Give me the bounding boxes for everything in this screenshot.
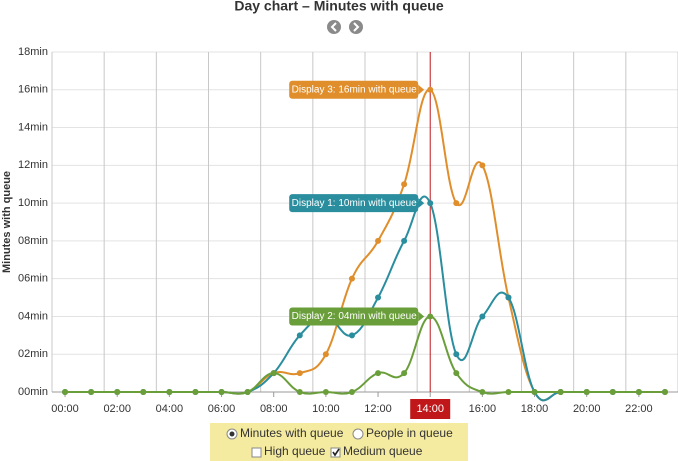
point[interactable] xyxy=(401,237,408,244)
tooltip-box xyxy=(289,194,419,213)
chart-title: Day chart – Minutes with queue xyxy=(234,0,443,14)
y-tick-label: 14min xyxy=(18,121,48,133)
point[interactable] xyxy=(505,389,512,395)
y-tick-label: 10min xyxy=(18,197,48,209)
x-tick-label: 10:00 xyxy=(312,403,340,415)
radio-label[interactable]: People in queue xyxy=(366,426,453,440)
prev-button[interactable] xyxy=(327,20,341,34)
y-tick-label: 02min xyxy=(18,348,48,360)
y-axis-title: Minutes with queue xyxy=(1,171,13,273)
point[interactable] xyxy=(375,294,382,301)
tooltip-pointer xyxy=(418,198,425,209)
x-tick-label: 00:00 xyxy=(51,403,79,415)
tooltip-pointer xyxy=(418,84,425,95)
crosshair-label: 14:00 xyxy=(416,403,444,415)
point[interactable] xyxy=(244,389,251,395)
point[interactable] xyxy=(296,389,303,395)
check-mark xyxy=(332,448,340,457)
x-tick-label: 18:00 xyxy=(521,403,549,415)
point[interactable] xyxy=(348,332,355,339)
point[interactable] xyxy=(322,351,329,358)
point[interactable] xyxy=(322,389,329,395)
point[interactable] xyxy=(635,389,642,395)
point[interactable] xyxy=(479,313,486,320)
radio-label[interactable]: Minutes with queue xyxy=(240,426,344,440)
checkbox-label[interactable]: Medium queue xyxy=(343,444,423,458)
point[interactable] xyxy=(453,200,460,207)
point[interactable] xyxy=(218,389,225,395)
y-tick-label: 12min xyxy=(18,159,48,171)
radio[interactable] xyxy=(352,428,364,440)
point[interactable] xyxy=(401,181,408,188)
point[interactable] xyxy=(348,275,355,282)
point[interactable] xyxy=(427,86,434,93)
point[interactable] xyxy=(296,332,303,339)
point[interactable] xyxy=(557,389,564,395)
y-tick-label: 00min xyxy=(18,386,48,398)
point[interactable] xyxy=(609,389,616,395)
point[interactable] xyxy=(453,370,460,377)
y-tick-label: 08min xyxy=(18,235,48,247)
point[interactable] xyxy=(479,162,486,169)
y-tick-label: 06min xyxy=(18,273,48,285)
x-tick-label: 04:00 xyxy=(156,403,184,415)
point[interactable] xyxy=(453,351,460,358)
checkbox[interactable] xyxy=(251,447,262,458)
x-tick-label: 12:00 xyxy=(364,403,392,415)
point[interactable] xyxy=(427,200,434,207)
point[interactable] xyxy=(479,389,486,395)
tooltip-pointer xyxy=(418,311,425,322)
point[interactable] xyxy=(348,389,355,395)
point[interactable] xyxy=(88,389,95,395)
tooltip-text: Display 1: 10min with queue xyxy=(292,198,418,209)
point[interactable] xyxy=(661,389,668,395)
point[interactable] xyxy=(375,237,382,244)
point[interactable] xyxy=(140,389,147,395)
tooltip-text: Display 2: 04min with queue xyxy=(292,311,418,322)
point[interactable] xyxy=(192,389,199,395)
point[interactable] xyxy=(270,370,277,377)
point[interactable] xyxy=(531,389,538,395)
point[interactable] xyxy=(375,370,382,377)
y-tick-label: 18min xyxy=(18,46,48,58)
x-tick-label: 02:00 xyxy=(103,403,131,415)
tooltip-text: Display 3: 16min with queue xyxy=(292,84,418,95)
tooltip-box xyxy=(289,307,419,326)
point[interactable] xyxy=(401,370,408,377)
point[interactable] xyxy=(166,389,173,395)
x-tick-label: 08:00 xyxy=(260,403,288,415)
checkbox-label[interactable]: High queue xyxy=(264,444,326,458)
point[interactable] xyxy=(583,389,590,395)
x-tick-label: 20:00 xyxy=(573,403,601,415)
x-tick-label: 06:00 xyxy=(208,403,236,415)
point[interactable] xyxy=(62,389,69,395)
point[interactable] xyxy=(427,313,434,320)
point[interactable] xyxy=(114,389,121,395)
tooltip-box xyxy=(289,80,419,99)
y-tick-label: 04min xyxy=(18,310,48,322)
next-button[interactable] xyxy=(349,20,363,34)
radio-dot xyxy=(229,431,235,437)
point[interactable] xyxy=(505,294,512,301)
checkbox[interactable] xyxy=(330,447,341,458)
crosshair-label-box xyxy=(410,399,451,419)
point[interactable] xyxy=(296,370,303,377)
x-tick-label: 22:00 xyxy=(625,403,653,415)
x-tick-label: 16:00 xyxy=(469,403,497,415)
y-tick-label: 16min xyxy=(18,84,48,96)
